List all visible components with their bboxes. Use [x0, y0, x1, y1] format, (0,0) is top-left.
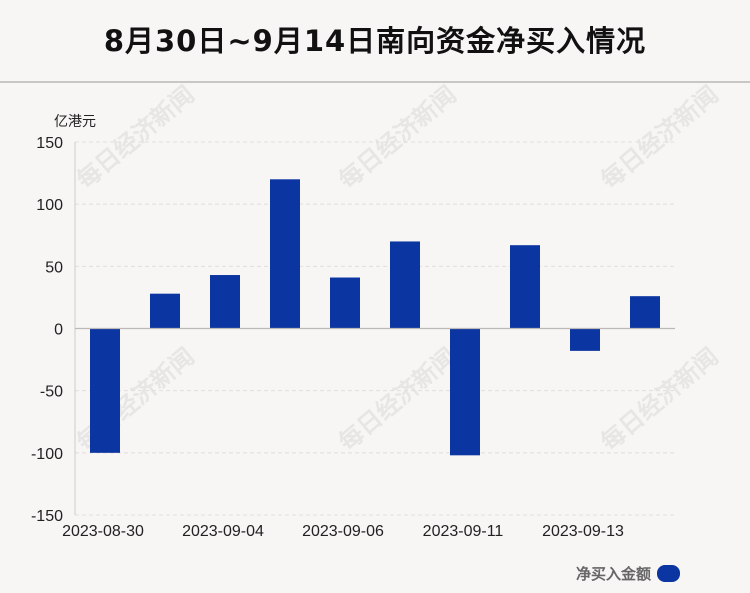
- y-tick-label: -100: [31, 446, 63, 463]
- bar: [90, 328, 120, 453]
- x-tick-label: 2023-09-11: [423, 523, 504, 540]
- x-tick-label: 2023-09-13: [542, 523, 624, 540]
- y-axis-unit: 亿港元: [54, 114, 96, 130]
- legend: 净买入金额: [576, 563, 681, 584]
- x-tick-label: 2023-08-30: [62, 523, 144, 540]
- chart-title: 8月30日~9月14日南向资金净买入情况: [103, 24, 647, 58]
- y-tick-label: 150: [36, 135, 63, 152]
- title-divider: [0, 81, 750, 83]
- bar: [510, 245, 540, 329]
- legend-label: 净买入金额: [576, 565, 652, 583]
- bar: [450, 328, 480, 456]
- x-tick-label: 2023-09-04: [182, 523, 264, 540]
- x-tick-label: 2023-09-06: [302, 523, 384, 540]
- y-tick-label: -50: [40, 384, 63, 401]
- bar: [390, 241, 420, 329]
- y-tick-label: 50: [45, 259, 63, 276]
- y-tick-label: 100: [36, 197, 63, 214]
- bar: [330, 277, 360, 329]
- y-tick-label: -150: [31, 508, 63, 525]
- legend-swatch: [657, 565, 681, 582]
- bar: [630, 296, 660, 329]
- y-tick-label: 0: [54, 322, 63, 339]
- bar: [570, 328, 600, 351]
- bar: [270, 179, 300, 329]
- bar: [150, 293, 180, 329]
- bar: [210, 275, 240, 329]
